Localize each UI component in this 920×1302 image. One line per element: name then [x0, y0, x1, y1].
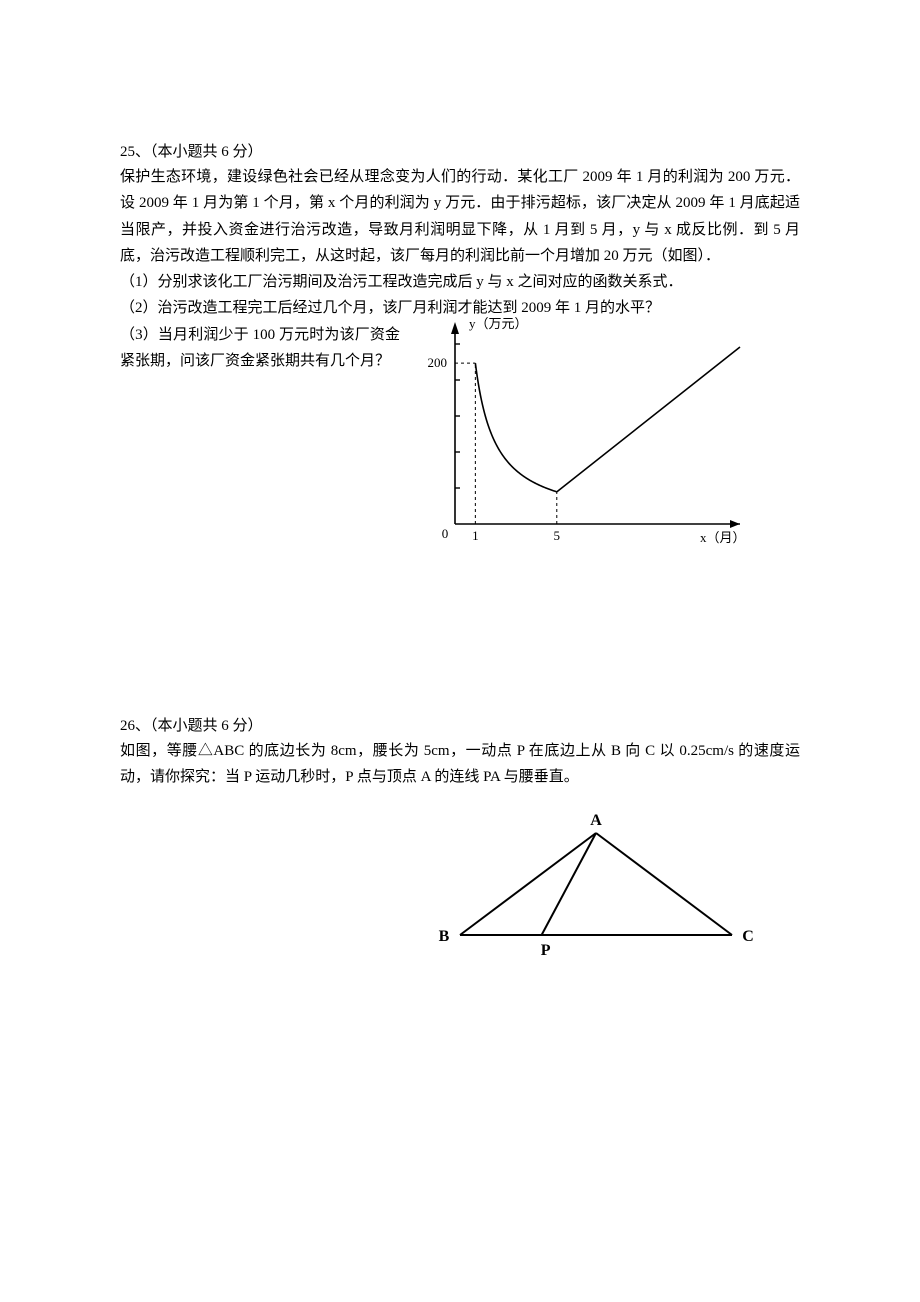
svg-text:C: C: [742, 928, 754, 945]
problem-header: 25、（本小题共 6 分）: [120, 140, 800, 164]
profit-chart: 200 0 1 5 y（万元） x（月）: [400, 314, 780, 564]
svg-text:5: 5: [554, 528, 561, 543]
svg-text:B: B: [439, 928, 450, 945]
problem-number: 26: [120, 718, 135, 734]
triangle-figure: A B C P: [420, 785, 780, 985]
svg-text:P: P: [541, 942, 551, 959]
svg-text:200: 200: [428, 355, 448, 370]
problem-25: 25、（本小题共 6 分） 保护生态环境，建设绿色社会已经从理念变为人们的行动．…: [120, 140, 800, 594]
problem-points: （本小题共 6 分）: [150, 718, 263, 734]
svg-text:y（万元）: y（万元）: [469, 316, 528, 331]
svg-text:A: A: [590, 812, 602, 829]
problem-points: （本小题共 6 分）: [150, 144, 263, 160]
problem-number: 25: [120, 144, 135, 160]
svg-text:0: 0: [442, 526, 449, 541]
problem-sub-1: （1）分别求该化工厂治污期间及治污工程改造完成后 y 与 x 之间对应的函数关系…: [120, 269, 800, 295]
problem-body: 保护生态环境，建设绿色社会已经从理念变为人们的行动．某化工厂 2009 年 1 …: [120, 164, 800, 269]
problem-body: 如图，等腰△ABC 的底边长为 8cm，腰长为 5cm，一动点 P 在底边上从 …: [120, 738, 800, 791]
problem-header: 26、（本小题共 6 分）: [120, 714, 800, 738]
svg-text:1: 1: [472, 528, 479, 543]
problem-sub-3: （3）当月利润少于 100 万元时为该厂资金紧张期，问该厂资金紧张期共有几个月？: [120, 322, 400, 375]
svg-text:x（月）: x（月）: [700, 530, 746, 545]
problem-26: 26、（本小题共 6 分） 如图，等腰△ABC 的底边长为 8cm，腰长为 5c…: [120, 714, 800, 971]
